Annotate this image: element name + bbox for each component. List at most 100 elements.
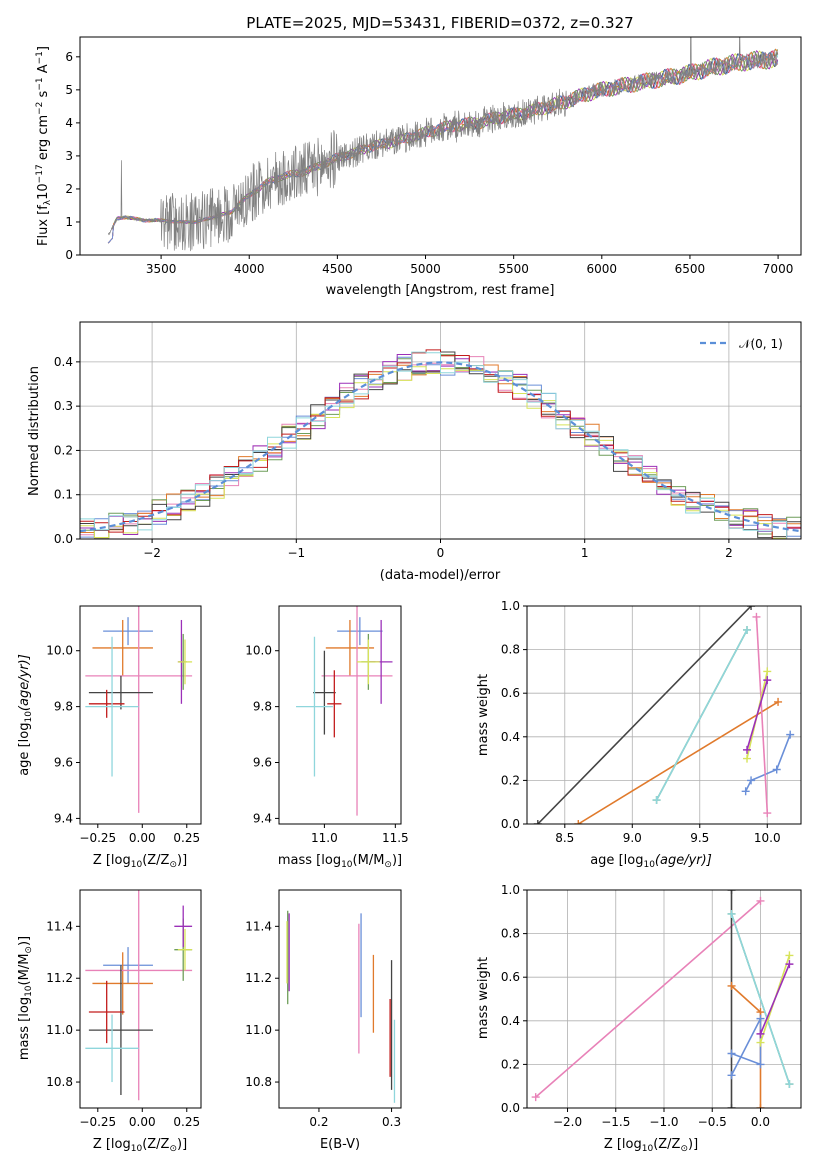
weight-vs-age-line-chabrier_miles	[744, 734, 791, 792]
weight-vs-metallicity-panel: Z [log10(Z/Z⊙)] mass weight −2.0 −1.5 −1.0…	[476, 883, 802, 1154]
age-vs-mass-ytick-label: 9.6	[253, 756, 272, 770]
age-vs-z-xtick-label: 0.00	[129, 831, 156, 845]
spectrum-xtick-label: 3500	[146, 262, 177, 276]
weight-vs-z-marker-kroupa_miles	[727, 981, 736, 990]
weight-vs-age-marker-chabrier_miles	[741, 787, 750, 796]
mass-vs-ebv-ytick-label: 11.4	[245, 919, 272, 933]
age-vs-mass-xtick-label: 11.5	[382, 831, 409, 845]
spectrum-ylabel: Flux [fλ10−17 erg cm−2 s−1 A−1]	[35, 46, 53, 246]
weight-vs-z-marker-kroupa_stelib	[727, 909, 736, 918]
residuals-ylabel: Normed distribution	[27, 366, 42, 496]
spectrum-xtick-label: 5000	[410, 262, 441, 276]
weight-vs-age-ytick-label: 0.8	[501, 643, 520, 657]
mass-vs-ebv-xlabel: E(B-V)	[320, 1137, 360, 1152]
weight-vs-age-line-kroupa_stelib	[655, 629, 748, 801]
spectrum-series-group	[107, 37, 779, 252]
weight-vs-z-xlabel: Z [log10(Z/Z⊙)]	[604, 1137, 698, 1154]
spectrum-ytick-label: 2	[65, 182, 73, 196]
weight-vs-z-xtick-label: −0.5	[698, 1115, 727, 1129]
weight-vs-age-marker-chabrier_stelib	[533, 820, 542, 824]
spectrum-frame	[79, 36, 802, 256]
weight-vs-z-ylabel: mass weight	[476, 957, 491, 1039]
age-vs-z-series-group	[85, 606, 193, 813]
gauss-legend-label: 𝒩(0, 1)	[739, 337, 783, 351]
mass-vs-ebv-xtick-label: 0.3	[382, 1115, 401, 1129]
weight-vs-age-frame	[526, 605, 802, 825]
weight-vs-z-marker-chabrier_stelib	[727, 1104, 736, 1108]
age-vs-z-xlabel: Z [log10(Z/Z⊙)]	[93, 853, 187, 870]
spectrum-ytick-label: 1	[65, 215, 73, 229]
mass-vs-z-series-group	[85, 890, 193, 1101]
observed-spectrum-line	[107, 37, 779, 252]
residuals-xtick-label: 2	[725, 546, 733, 560]
residuals-xlabel: (data-model)/error	[380, 568, 501, 583]
weight-vs-z-frame	[526, 889, 802, 1109]
spectrum-panel: PLATE=2025, MJD=53431, FIBERID=0372, z=0…	[35, 14, 802, 298]
mass-vs-ebv-ytick-label: 11.0	[245, 1023, 272, 1037]
residuals-ytick-label: 0.4	[54, 355, 73, 369]
residuals-ytick-label: 0.3	[54, 399, 73, 413]
weight-vs-z-marker-salpeter_elodie	[785, 960, 794, 969]
residuals-ytick-label: 0.0	[54, 532, 73, 546]
weight-vs-age-marker-salpeter_elodie	[743, 745, 752, 754]
residuals-xtick-label: −2	[143, 546, 161, 560]
residuals-xtick-label: 0	[437, 546, 445, 560]
spectrum-xtick-label: 6500	[675, 262, 706, 276]
residuals-ytick-label: 0.1	[54, 488, 73, 502]
mass-vs-z-xtick-label: −0.25	[79, 1115, 116, 1129]
spectrum-ytick-label: 0	[65, 248, 73, 262]
spectrum-xtick-label: 6000	[587, 262, 618, 276]
weight-vs-z-series-group	[531, 890, 794, 1108]
weight-vs-z-marker-kroupa_elodie	[756, 1038, 765, 1047]
weight-vs-z-marker-kroupa_miles	[756, 1104, 765, 1108]
weight-vs-z-line-salpeter_elodie	[759, 963, 791, 1035]
weight-vs-age-line-salpeter_miles	[755, 616, 769, 814]
weight-vs-z-xtick-label: 0.0	[751, 1115, 770, 1129]
weight-vs-age-marker-kroupa_miles	[574, 820, 583, 824]
weight-vs-z-ytick-label: 0.4	[501, 1014, 520, 1028]
weight-vs-z-ytick-label: 0.6	[501, 970, 520, 984]
age-vs-z-ytick-label: 9.4	[54, 811, 73, 825]
age-vs-mass-xlabel: mass [log10(M/M⊙)]	[278, 853, 402, 870]
weight-vs-z-ytick-label: 0.0	[501, 1101, 520, 1115]
spectrum-xtick-label: 7000	[763, 262, 794, 276]
age-vs-mass-xtick-label: 11.0	[311, 831, 338, 845]
weight-vs-age-marker-kroupa_stelib	[743, 625, 752, 634]
residuals-legend: 𝒩(0, 1)	[700, 337, 783, 351]
spectrum-title: PLATE=2025, MJD=53431, FIBERID=0372, z=0…	[246, 14, 633, 32]
weight-vs-z-marker-salpeter_miles	[756, 896, 765, 905]
weight-vs-z-marker-salpeter_miles	[531, 1093, 540, 1102]
age-vs-z-ytick-label: 10.0	[46, 644, 73, 658]
weight-vs-z-marker-kroupa_elodie	[785, 951, 794, 960]
mass-vs-ebv-frame	[278, 889, 402, 1109]
weight-vs-age-panel: age [log10(age/yr)] mass weight 8.5 9.0 9.…	[476, 599, 802, 870]
weight-vs-z-ytick-label: 0.8	[501, 927, 520, 941]
weight-vs-z-line-salpeter_miles	[535, 900, 762, 1098]
weight-vs-z-line-chabrier_miles	[730, 1018, 762, 1076]
mass-vs-z-frame	[79, 889, 202, 1109]
age-vs-mass-series-group	[296, 606, 393, 816]
weight-vs-age-ytick-label: 1.0	[501, 599, 520, 613]
weight-vs-z-xtick-label: −1.5	[601, 1115, 630, 1129]
residuals-xtick-label: 1	[581, 546, 589, 560]
weight-vs-age-line-kroupa_miles	[577, 701, 779, 824]
weight-vs-z-marker-chabrier_miles	[756, 1014, 765, 1023]
age-vs-z-ylabel: age [log10(age/yr)]	[17, 654, 34, 776]
residuals-frame	[79, 321, 802, 540]
weight-vs-age-marker-chabrier_miles	[747, 776, 756, 785]
mass-vs-z-xtick-label: 0.25	[173, 1115, 200, 1129]
age-vs-mass-ytick-label: 10.0	[245, 644, 272, 658]
age-vs-mass-ytick-label: 9.8	[253, 700, 272, 714]
mass-vs-z-xtick-label: 0.00	[129, 1115, 156, 1129]
spectrum-ytick-label: 4	[65, 116, 73, 130]
weight-vs-z-marker-chabrier_miles	[756, 1060, 765, 1069]
weight-vs-z-ytick-label: 0.2	[501, 1057, 520, 1071]
weight-vs-age-ytick-label: 0.0	[501, 817, 520, 831]
mass-vs-z-ytick-label: 11.0	[46, 1023, 73, 1037]
mass-vs-z-ylabel: mass [log10(M/M⊙)]	[17, 936, 34, 1060]
weight-vs-z-marker-chabrier_miles	[727, 1071, 736, 1080]
mass-vs-z-ytick-label: 11.2	[46, 971, 73, 985]
weight-vs-age-marker-chabrier_stelib	[747, 606, 756, 610]
age-vs-mass-frame	[278, 605, 402, 825]
